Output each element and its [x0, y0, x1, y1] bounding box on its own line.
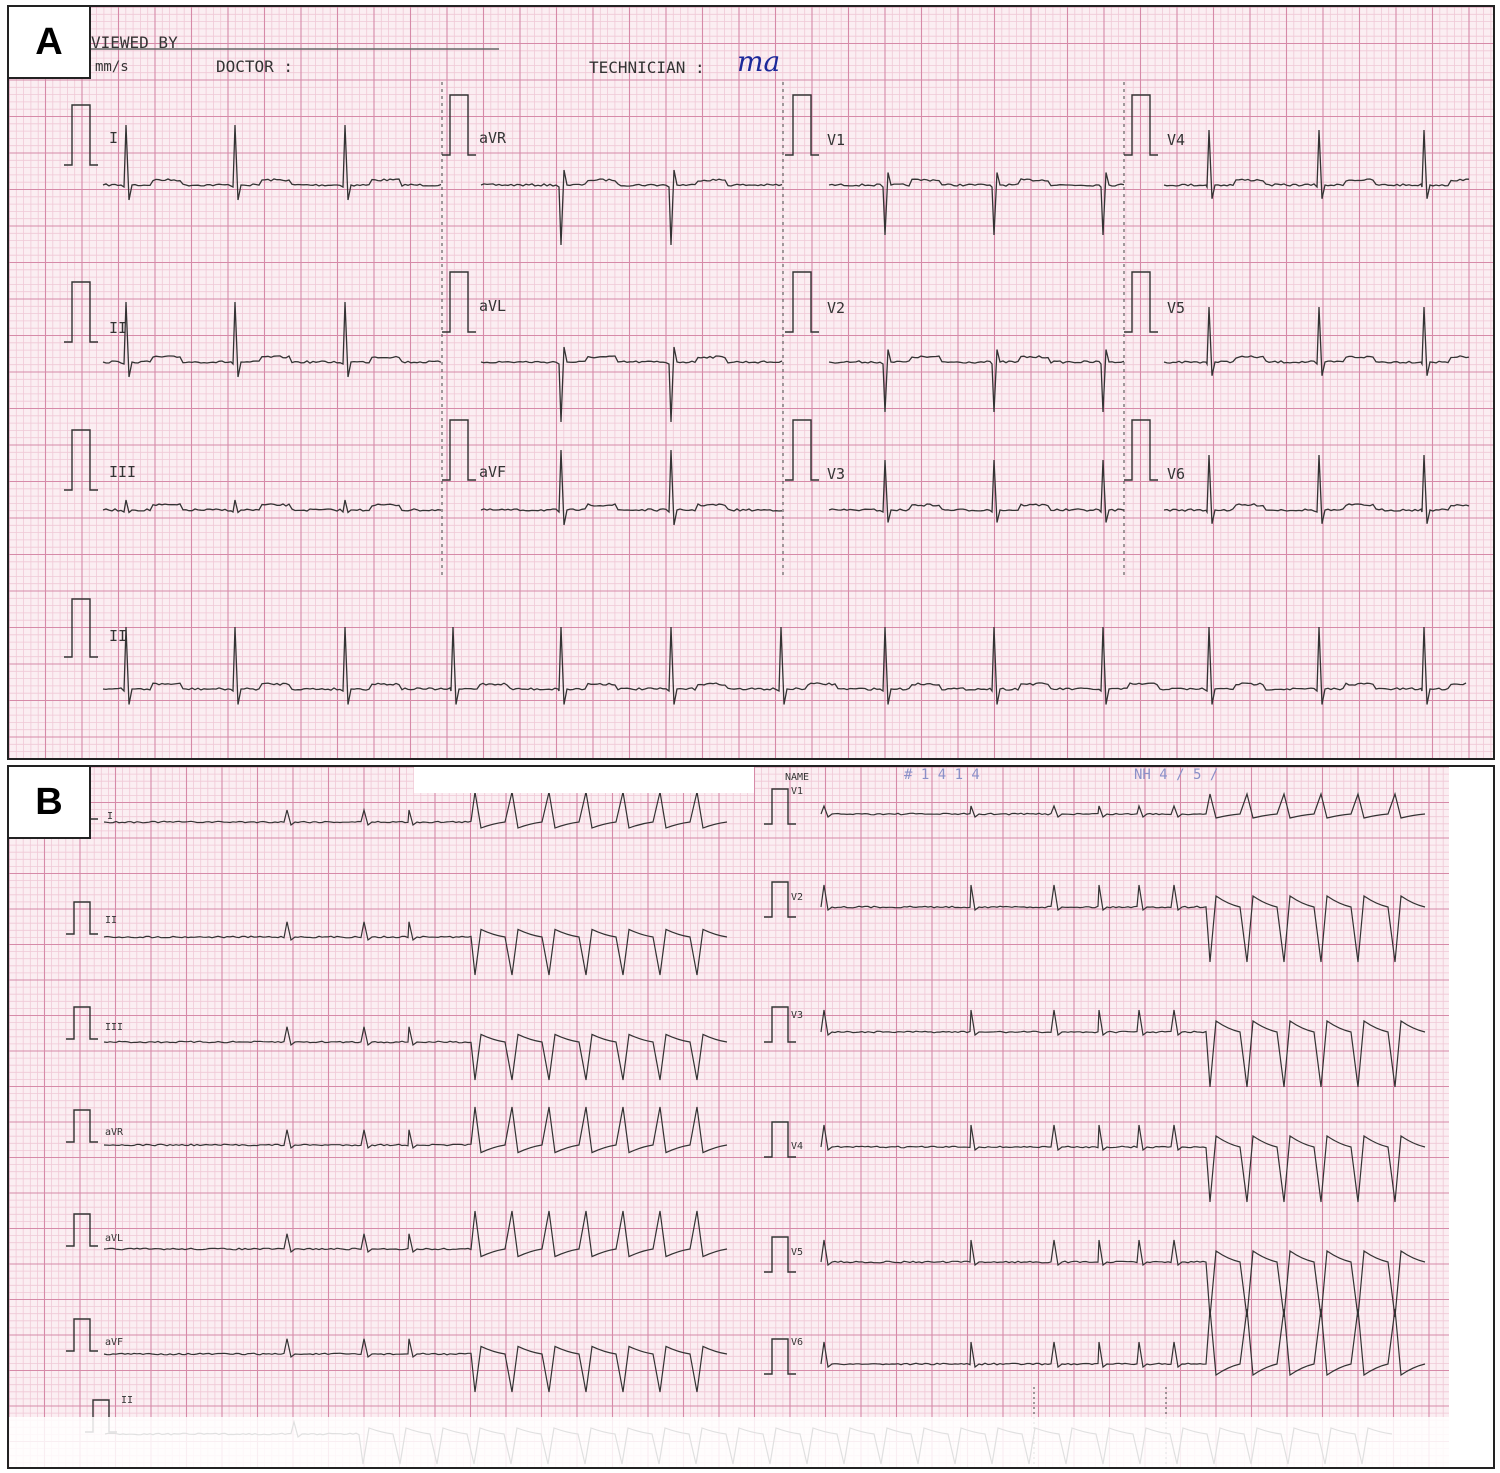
calibration-pulse	[66, 1109, 98, 1143]
calibration-pulse	[66, 1318, 98, 1352]
paper-edge	[1449, 767, 1493, 1467]
lead-label: III	[109, 463, 137, 481]
calibration-pulse	[785, 271, 819, 333]
faded-handwriting: # 1 4 1 4	[904, 767, 980, 783]
lead-label: II	[109, 627, 128, 645]
calibration-pulse	[66, 1006, 98, 1040]
lead-label: V3	[827, 465, 846, 483]
ecg-grid-b	[9, 767, 1493, 1467]
ecg-trace	[828, 172, 1125, 236]
speed-label: mm/s	[95, 59, 129, 75]
ecg-trace	[103, 1026, 728, 1081]
ecg-trace	[102, 124, 442, 201]
calibration-pulse	[442, 271, 476, 333]
lead-label: V4	[1167, 131, 1186, 149]
paper-edge-bottom	[9, 1417, 1493, 1467]
name-label: NAME	[785, 772, 810, 783]
calibration-pulse	[64, 281, 98, 343]
calibration-pulse	[764, 1338, 796, 1375]
ecg-trace	[102, 499, 442, 514]
lead-label: V2	[827, 299, 846, 317]
calibration-pulse	[785, 419, 819, 481]
grid-major-lines	[9, 7, 1493, 758]
ecg-trace	[828, 459, 1125, 523]
calibration-pulse	[442, 94, 476, 156]
ecg-trace	[820, 1308, 1426, 1377]
reviewed-by-label: VIEWED BY	[91, 33, 178, 52]
lead-label: aVF	[105, 1337, 124, 1348]
lead-label: V6	[791, 1337, 804, 1348]
panel-label-b: B	[9, 767, 91, 839]
calibration-pulse	[764, 1006, 796, 1043]
lead-label: II	[121, 1395, 134, 1406]
technician-label: TECHNICIAN :	[589, 58, 705, 77]
ecg-trace	[102, 626, 1467, 705]
calibration-pulse	[64, 598, 98, 658]
ecg-trace	[820, 1124, 1426, 1203]
ecg-trace	[103, 921, 728, 976]
grid-major-lines	[9, 767, 1493, 1467]
lead-label: V5	[791, 1247, 804, 1258]
lead-label: V2	[791, 892, 804, 903]
lead-label: aVF	[479, 463, 507, 481]
ecg-trace	[820, 1239, 1426, 1318]
ecg-trace	[480, 449, 783, 526]
calibration-pulse	[1124, 419, 1158, 481]
ecg-trace	[103, 1106, 728, 1154]
ecg-trace	[103, 1210, 728, 1258]
lead-label: aVR	[479, 129, 507, 147]
ecg-panel-b: B NAME # 1 4 1 4 NH 4 / 5 / I II III aVR…	[7, 765, 1495, 1469]
doctor-label: DOCTOR :	[216, 57, 294, 76]
ecg-trace	[102, 301, 442, 378]
calibration-pulse	[1124, 94, 1158, 156]
calibration-pulse	[66, 1213, 98, 1247]
calibration-pulse	[66, 901, 98, 935]
calibration-pulse	[764, 788, 796, 825]
ecg-trace	[1163, 129, 1469, 199]
ecg-trace	[820, 1009, 1426, 1088]
lead-label: aVL	[105, 1233, 124, 1244]
lead-label: V6	[1167, 465, 1186, 483]
lead-label: V5	[1167, 299, 1186, 317]
ecg-trace	[480, 169, 783, 246]
calibration-pulse	[764, 881, 796, 918]
ecg-panel-a: A VIEWED BY mm/s DOCTOR : TECHNICIAN : m…	[7, 5, 1495, 760]
grid-minor-lines	[9, 7, 1493, 758]
lead-label: I	[107, 811, 114, 822]
lead-label: V1	[827, 131, 846, 149]
calibration-pulse	[64, 429, 98, 491]
lead-label: V4	[791, 1141, 804, 1152]
lead-label: V1	[791, 786, 804, 797]
ecg-grid-a	[9, 7, 1493, 758]
lead-label: aVL	[479, 297, 507, 315]
ecg-trace	[103, 791, 728, 829]
ecg-trace	[828, 349, 1125, 413]
panel-label-a: A	[9, 7, 91, 79]
lead-label: I	[109, 129, 119, 147]
ecg-trace	[820, 884, 1426, 963]
calibration-pulse	[785, 94, 819, 156]
redacted-area	[414, 767, 754, 793]
lead-label: aVR	[105, 1127, 124, 1138]
ecg-trace	[480, 346, 783, 423]
grid-minor-lines	[9, 767, 1493, 1467]
lead-label: II	[109, 319, 128, 337]
calibration-pulse	[1124, 271, 1158, 333]
ecg-trace	[1163, 306, 1470, 376]
ecg-trace	[103, 1338, 728, 1393]
lead-label: III	[105, 1022, 124, 1033]
calibration-pulse	[442, 419, 476, 481]
faded-handwriting: NH 4 / 5 /	[1134, 767, 1219, 783]
ecg-trace	[1163, 454, 1470, 524]
lead-label: II	[105, 915, 118, 926]
calibration-pulse	[64, 104, 98, 166]
ecg-trace	[820, 791, 1426, 819]
technician-signature: ma	[737, 45, 781, 78]
calibration-pulse	[764, 1236, 796, 1273]
calibration-pulse	[764, 1121, 796, 1158]
lead-label: V3	[791, 1010, 804, 1021]
